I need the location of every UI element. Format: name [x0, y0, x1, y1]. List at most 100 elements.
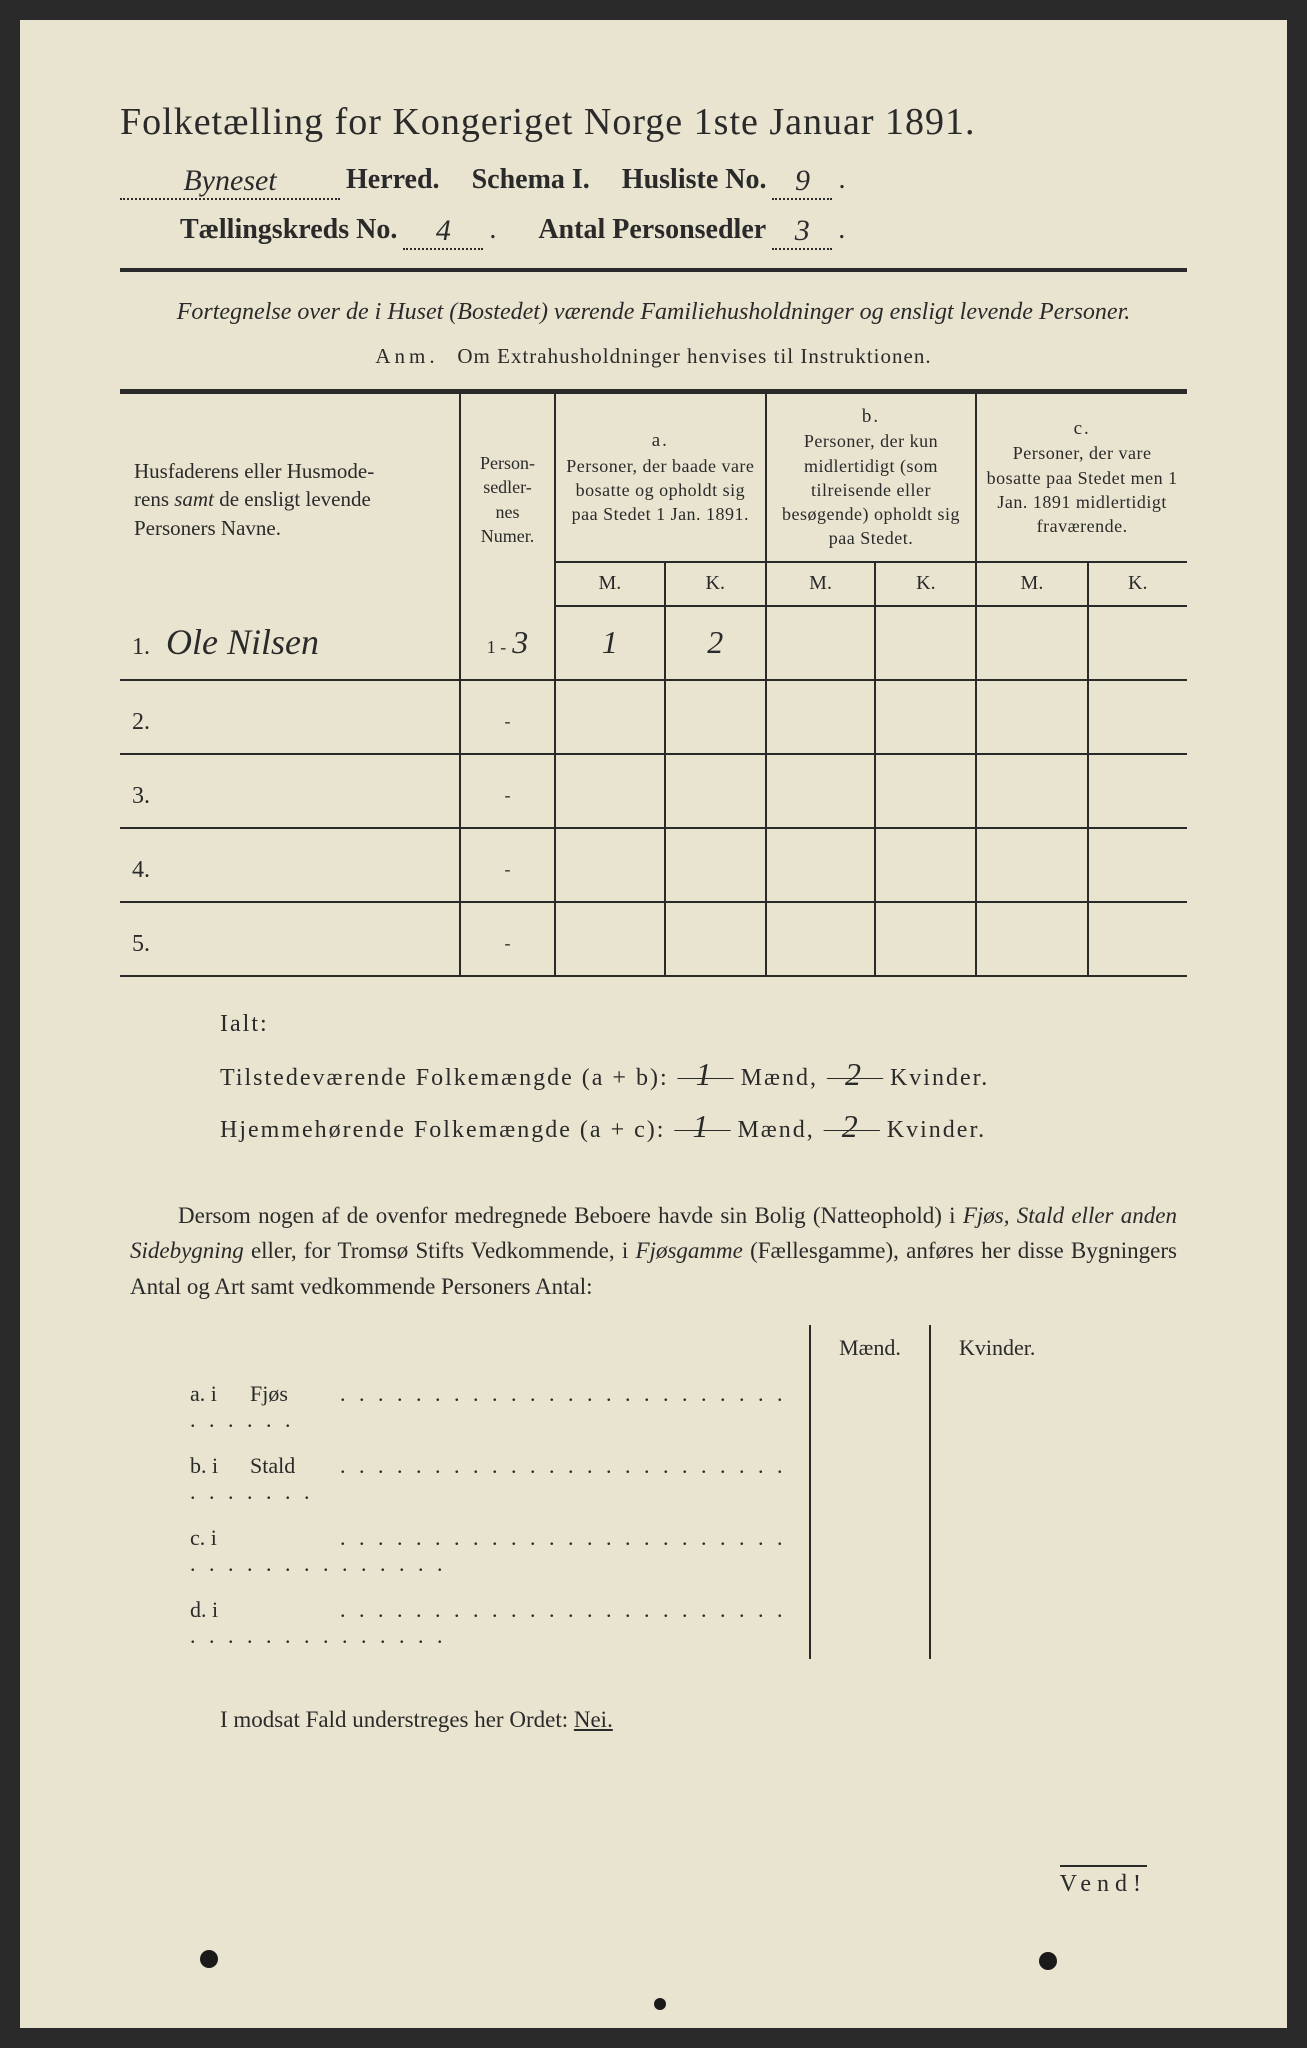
building-label-cell: b. iStald. . . . . . . . . . . . . . . .… [190, 1443, 810, 1515]
b-m-cell [766, 606, 876, 680]
building-row: a. iFjøs. . . . . . . . . . . . . . . . … [190, 1371, 1063, 1443]
building-label-cell: c. i. . . . . . . . . . . . . . . . . . … [190, 1515, 810, 1587]
subtitle: Fortegnelse over de i Huset (Bostedet) v… [120, 296, 1187, 330]
buildings-col-k: Kvinder. [930, 1325, 1063, 1371]
punch-hole [654, 1998, 666, 2010]
col-b-k: K. [875, 562, 976, 606]
herred-label: Herred. [346, 164, 440, 196]
l1-maend: 1 [696, 1056, 714, 1092]
census-table: Husfaderens eller Husmode-rens samt de e… [120, 389, 1187, 977]
table-row: 5. - [120, 902, 1187, 976]
building-label-cell: d. i. . . . . . . . . . . . . . . . . . … [190, 1587, 810, 1659]
c-m-cell [976, 828, 1087, 902]
sedler-cell: - [460, 754, 555, 828]
building-k-cell [930, 1587, 1063, 1659]
herred-value: Byneset [120, 164, 340, 200]
col-a-m: M. [555, 562, 665, 606]
buildings-col-m: Mænd. [810, 1325, 930, 1371]
husliste-dot: . [838, 164, 845, 196]
antal-value: 3 [772, 214, 832, 250]
col-names-header: Husfaderens eller Husmode-rens samt de e… [120, 391, 460, 606]
c-m-cell [976, 680, 1087, 754]
b-m-cell [766, 828, 876, 902]
sedler-cell: 1 - 3 [460, 606, 555, 680]
ialt-title: Ialt: [220, 1011, 1187, 1038]
building-m-cell [810, 1587, 930, 1659]
kreds-value: 4 [403, 214, 483, 250]
c-k-cell [1088, 902, 1187, 976]
l2-kvinder: 2 [842, 1108, 860, 1144]
table-row: 1. Ole Nilsen1 - 312 [120, 606, 1187, 680]
header-row-1: Byneset Herred. Schema I. Husliste No. 9… [120, 162, 1187, 198]
building-m-cell [810, 1371, 930, 1443]
table-row: 4. - [120, 828, 1187, 902]
anm-note: Anm. Om Extrahusholdninger henvises til … [120, 344, 1187, 369]
a-k-cell [665, 754, 766, 828]
b-m-cell [766, 754, 876, 828]
a-m-cell [555, 680, 665, 754]
a-m-cell [555, 902, 665, 976]
a-k-cell: 2 [665, 606, 766, 680]
c-k-cell [1088, 680, 1187, 754]
nei-line: I modsat Fald understreges her Ordet: Ne… [220, 1707, 1187, 1733]
col-b-header: b. Personer, der kun midlertidigt (som t… [766, 391, 977, 562]
table-row: 2. - [120, 680, 1187, 754]
a-m-cell [555, 754, 665, 828]
col-a-k: K. [665, 562, 766, 606]
page-title: Folketælling for Kongeriget Norge 1ste J… [120, 100, 1187, 144]
vend-label: Vend! [1060, 1865, 1147, 1898]
sedler-cell: - [460, 902, 555, 976]
a-m-cell: 1 [555, 606, 665, 680]
building-paragraph: Dersom nogen af de ovenfor medregnede Be… [130, 1198, 1177, 1305]
b-k-cell [875, 680, 976, 754]
col-c-header: c. Personer, der vare bosatte paa Stedet… [976, 391, 1187, 562]
name-cell: 2. [120, 680, 460, 754]
a-k-cell [665, 902, 766, 976]
anm-label: Anm. [375, 344, 438, 368]
c-k-cell [1088, 754, 1187, 828]
husliste-label: Husliste No. [622, 164, 767, 196]
l1-kvinder: 2 [845, 1056, 863, 1092]
building-label-cell: a. iFjøs. . . . . . . . . . . . . . . . … [190, 1371, 810, 1443]
a-m-cell [555, 828, 665, 902]
name-cell: 1. Ole Nilsen [120, 606, 460, 680]
building-k-cell [930, 1443, 1063, 1515]
totals-line-1: Tilstedeværende Folkemængde (a + b): 1 M… [220, 1056, 1187, 1094]
b-k-cell [875, 606, 976, 680]
divider [120, 268, 1187, 272]
sedler-cell: - [460, 828, 555, 902]
sedler-cell: - [460, 680, 555, 754]
building-k-cell [930, 1371, 1063, 1443]
c-m-cell [976, 606, 1087, 680]
building-row: d. i. . . . . . . . . . . . . . . . . . … [190, 1587, 1063, 1659]
building-row: c. i. . . . . . . . . . . . . . . . . . … [190, 1515, 1063, 1587]
name-cell: 5. [120, 902, 460, 976]
header-row-2: Tællingskreds No. 4 . Antal Personsedler… [120, 212, 1187, 248]
husliste-value: 9 [772, 164, 832, 200]
table-row: 3. - [120, 754, 1187, 828]
building-row: b. iStald. . . . . . . . . . . . . . . .… [190, 1443, 1063, 1515]
col-sedler-header: Person-sedler-nesNumer. [460, 391, 555, 606]
c-m-cell [976, 902, 1087, 976]
col-a-header: a. Personer, der baade vare bosatte og o… [555, 391, 766, 562]
building-m-cell [810, 1443, 930, 1515]
a-k-cell [665, 680, 766, 754]
schema-label: Schema I. [472, 164, 590, 196]
punch-hole [200, 1950, 218, 1968]
a-k-cell [665, 828, 766, 902]
b-m-cell [766, 680, 876, 754]
col-c-k: K. [1088, 562, 1187, 606]
totals-block: Ialt: Tilstedeværende Folkemængde (a + b… [220, 1011, 1187, 1146]
c-m-cell [976, 754, 1087, 828]
b-k-cell [875, 902, 976, 976]
punch-hole [1039, 1952, 1057, 1970]
c-k-cell [1088, 828, 1187, 902]
building-k-cell [930, 1515, 1063, 1587]
col-b-m: M. [766, 562, 876, 606]
b-m-cell [766, 902, 876, 976]
b-k-cell [875, 828, 976, 902]
antal-label: Antal Personsedler [538, 214, 766, 246]
c-k-cell [1088, 606, 1187, 680]
anm-text: Om Extrahusholdninger henvises til Instr… [457, 344, 931, 368]
building-m-cell [810, 1515, 930, 1587]
